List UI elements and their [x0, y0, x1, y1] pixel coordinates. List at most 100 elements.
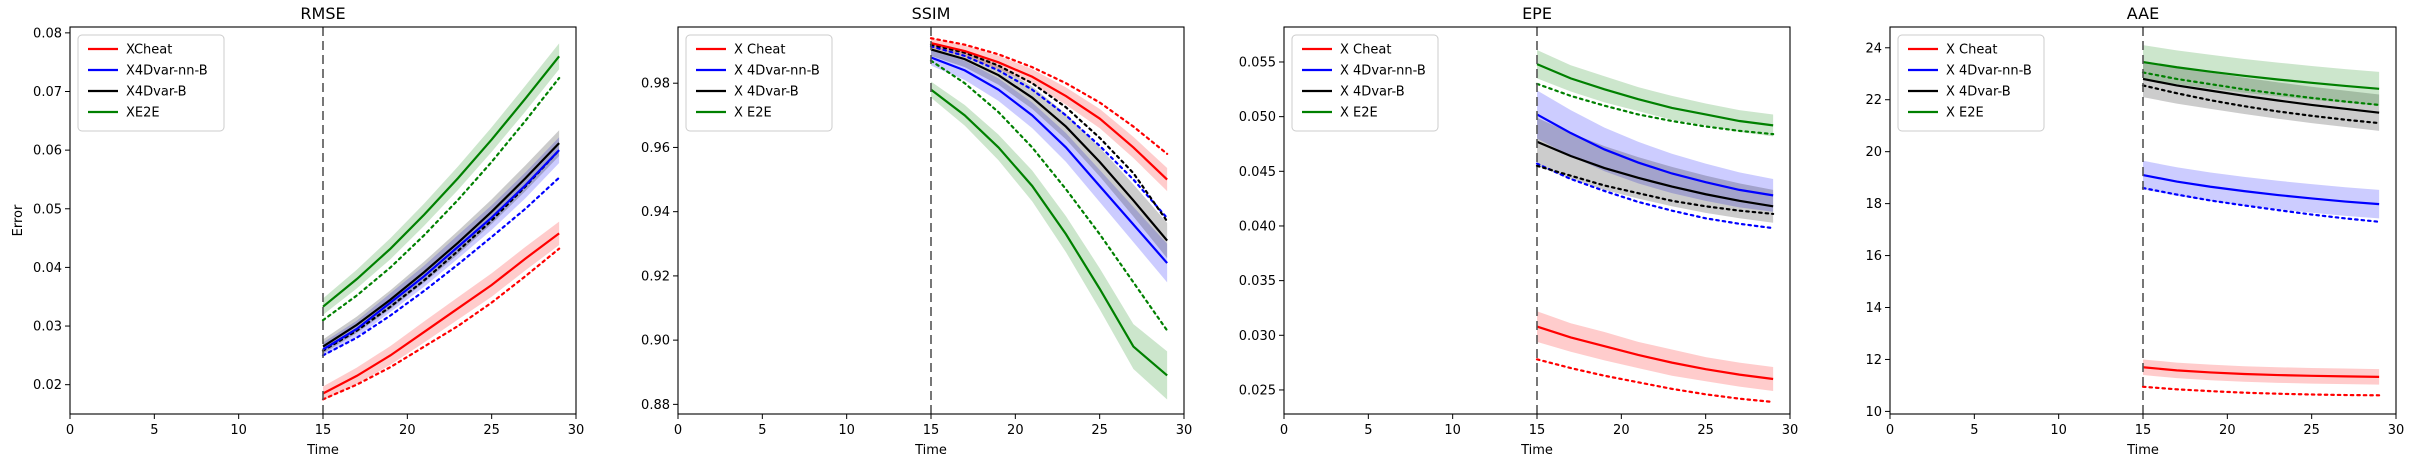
y-tick-label: 0.96 [641, 141, 670, 156]
series-dotted-line-2 [929, 45, 1169, 220]
legend-label: X 4Dvar-B [1946, 85, 2011, 100]
series-line-2 [930, 56, 1168, 264]
series-band-1 [931, 38, 1168, 192]
x-tick-label: 20 [2219, 423, 2236, 438]
y-tick-label: 0.045 [1239, 165, 1276, 180]
x-tick-label: 25 [2303, 423, 2320, 438]
series-dotted-line-4 [2141, 71, 2381, 107]
series-line-2 [1536, 113, 1774, 197]
series-dotted-line-1 [321, 247, 561, 401]
series-dotted-line-4 [929, 59, 1169, 332]
x-tick-label: 25 [1697, 423, 1714, 438]
legend-label: XCheat [126, 43, 172, 58]
x-tick-label: 10 [1444, 423, 1461, 438]
y-tick-label: 0.90 [641, 334, 670, 349]
x-tick-label: 30 [2388, 423, 2405, 438]
legend-label: XE2E [126, 106, 160, 121]
series-line-2 [2142, 173, 2380, 206]
series-dotted-line-1 [929, 37, 1169, 155]
y-tick-label: 10 [1865, 405, 1882, 420]
x-tick-label: 0 [66, 423, 74, 438]
y-tick-label: 14 [1865, 301, 1882, 316]
x-axis-label: Time [914, 443, 947, 458]
series-band-2 [931, 49, 1168, 283]
series-dotted-line-3 [1535, 164, 1775, 216]
x-axis-label: Time [1520, 443, 1553, 458]
series-band-1 [2143, 359, 2380, 385]
x-tick-label: 25 [483, 423, 500, 438]
series-band-4 [2143, 45, 2380, 106]
y-axis-label: Error [11, 204, 26, 236]
series-band-2 [2143, 160, 2380, 219]
x-tick-label: 0 [1280, 423, 1288, 438]
legend-label: X Cheat [1340, 43, 1391, 58]
x-tick-label: 30 [568, 423, 585, 438]
y-tick-label: 24 [1865, 41, 1882, 56]
series-line-3 [2142, 77, 2380, 114]
legend-label: X E2E [1946, 106, 1984, 121]
y-tick-label: 0.92 [641, 269, 670, 284]
y-tick-label: 0.030 [1239, 329, 1276, 344]
legend: X Cheat X 4Dvar-nn-B X 4Dvar-B X E2E [685, 34, 833, 132]
series-band-2 [323, 137, 560, 357]
legend-label: X Cheat [734, 43, 785, 58]
series-line-1 [1536, 325, 1774, 381]
chart-panel-4: 0 5 10 15 20 25 30 10 12 14 16 18 20 22 24 AAE Time X Che… [1865, 4, 2404, 458]
x-tick-label: 15 [315, 423, 332, 438]
y-tick-label: 0.025 [1239, 383, 1276, 398]
series-dotted-line-4 [1535, 82, 1775, 136]
y-tick-label: 12 [1865, 353, 1882, 368]
series-band-4 [931, 81, 1168, 400]
x-tick-label: 10 [838, 423, 855, 438]
series-band-1 [323, 221, 560, 401]
x-axis-label: Time [2126, 443, 2159, 458]
y-tick-label: 0.040 [1239, 219, 1276, 234]
series-line-3 [1536, 140, 1774, 208]
series-band-3 [2143, 60, 2380, 131]
series-band-4 [323, 43, 560, 315]
legend-label: X 4Dvar-B [734, 85, 799, 100]
y-tick-label: 20 [1865, 145, 1882, 160]
x-axis-label: Time [306, 443, 339, 458]
y-tick-label: 16 [1865, 249, 1882, 264]
chart-panel-1: 0 5 10 15 20 25 30 0.02 0.03 0.04 0.05 0.06 0.07 0.08… [11, 4, 584, 458]
y-tick-label: 0.94 [641, 205, 670, 220]
series-line-4 [2142, 60, 2380, 90]
legend: X Cheat X 4Dvar-nn-B X 4Dvar-B X E2E [1291, 34, 1439, 132]
series-dotted-line-2 [321, 176, 561, 357]
x-tick-label: 0 [1886, 423, 1894, 438]
x-tick-label: 5 [1364, 423, 1372, 438]
x-tick-label: 10 [2050, 423, 2067, 438]
y-tick-label: 0.98 [641, 77, 670, 92]
legend-label: X 4Dvar-nn-B [1946, 64, 2032, 79]
series-band-1 [1537, 311, 1774, 392]
series-dotted-line-1 [1535, 358, 1775, 404]
series-line-4 [930, 88, 1168, 377]
series-dotted-line-3 [929, 43, 1169, 223]
x-tick-label: 10 [230, 423, 247, 438]
x-tick-label: 15 [2135, 423, 2152, 438]
x-tick-label: 20 [1613, 423, 1630, 438]
y-tick-label: 0.050 [1239, 110, 1276, 125]
chart-title: SSIM [912, 4, 951, 23]
series-band-2 [1537, 90, 1774, 212]
y-tick-label: 22 [1865, 93, 1882, 108]
legend-label: X Cheat [1946, 43, 1997, 58]
legend-label: X 4Dvar-nn-B [1340, 64, 1426, 79]
x-tick-label: 30 [1782, 423, 1799, 438]
x-tick-label: 5 [1970, 423, 1978, 438]
y-tick-label: 0.07 [33, 85, 62, 100]
y-tick-label: 0.035 [1239, 274, 1276, 289]
legend-box [685, 34, 833, 132]
series-line-1 [322, 232, 560, 395]
legend-box [1291, 34, 1439, 132]
y-tick-label: 0.03 [33, 320, 62, 335]
y-tick-label: 0.055 [1239, 55, 1276, 70]
series-line-1 [2142, 366, 2380, 378]
series-line-3 [930, 48, 1168, 242]
x-tick-label: 25 [1091, 423, 1108, 438]
y-tick-label: 0.02 [33, 378, 62, 393]
series-dotted-line-2 [1535, 162, 1775, 230]
chart-panel-2: 0 5 10 15 20 25 30 0.88 0.90 0.92 0.94 0.96 0.98 SSIM… [641, 4, 1192, 458]
